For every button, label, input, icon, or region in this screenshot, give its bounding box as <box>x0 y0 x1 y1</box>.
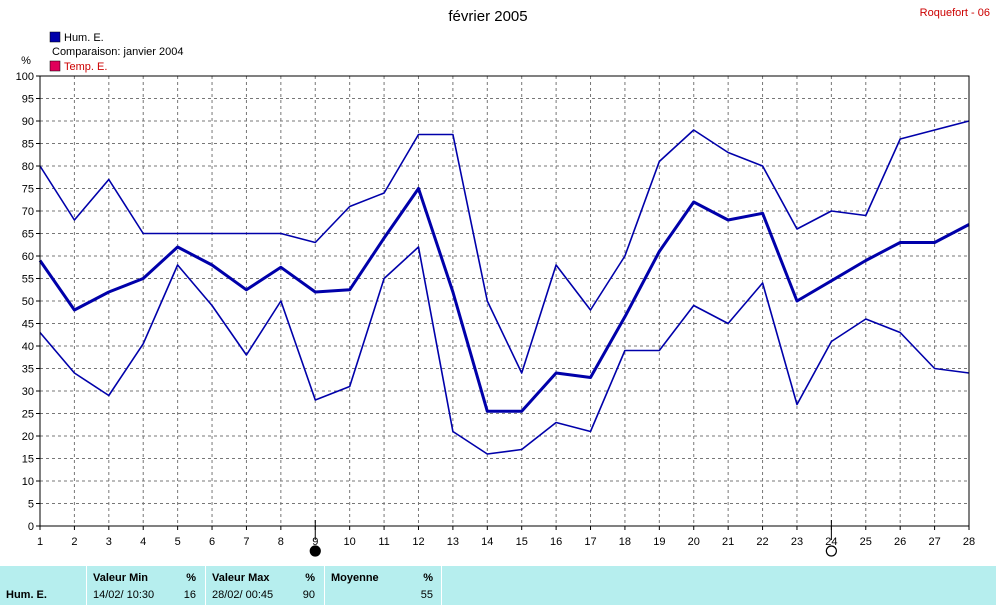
stats-min-cell: Valeur Min % 14/02/ 10:30 16 <box>87 566 204 605</box>
x-tick-label: 24 <box>825 536 837 548</box>
legend-swatch-temp <box>49 60 61 72</box>
legend: Hum. E. Comparaison: janvier 2004 Temp. … <box>49 31 183 73</box>
stats-max-cell: Valeur Max % 28/02/ 00:45 90 <box>206 566 323 605</box>
y-tick-label: 30 <box>22 386 34 398</box>
x-tick-label: 11 <box>378 536 389 548</box>
y-tick-label: 25 <box>22 409 34 421</box>
new-moon-marker <box>309 545 321 557</box>
y-tick-label: 75 <box>22 184 34 196</box>
y-tick-label: 70 <box>22 206 34 218</box>
x-tick-label: 20 <box>688 536 700 548</box>
x-axis-ticks: 1 2 3 4 5 6 7 8 9 10 11 12 13 14 15 16 17 18 19 20 21 22 23 24 2… <box>37 526 975 548</box>
y-tick-label: 50 <box>22 296 34 308</box>
y-tick-label: 45 <box>22 319 34 331</box>
x-tick-label: 15 <box>516 536 528 548</box>
stats-max-unit: % <box>305 572 315 584</box>
x-tick-label: 5 <box>175 536 181 548</box>
y-tick-label: 15 <box>22 454 34 466</box>
x-tick-label: 9 <box>312 536 318 548</box>
x-tick-label: 16 <box>550 536 562 548</box>
stats-max-value: 90 <box>302 589 315 601</box>
x-tick-label: 12 <box>412 536 424 548</box>
y-tick-label: 40 <box>22 341 34 353</box>
y-tick-label: 95 <box>22 94 34 106</box>
y-tick-label: 35 <box>22 364 34 376</box>
x-tick-label: 3 <box>106 536 112 548</box>
series-line-mean <box>38 187 970 413</box>
stats-avg-header: Moyenne <box>331 572 379 584</box>
chart: février 2005 Roquefort - 06 Hum. E. Comp… <box>16 7 990 557</box>
legend-label-temp: Temp. E. <box>64 61 107 73</box>
x-tick-label: 18 <box>619 536 631 548</box>
stats-row-label-cell: Hum. E. <box>0 566 86 605</box>
legend-swatch-hum <box>49 31 61 43</box>
y-tick-label: 10 <box>22 476 34 488</box>
y-tick-label: 80 <box>22 161 34 173</box>
x-tick-label: 28 <box>963 536 975 548</box>
y-tick-label: 55 <box>22 274 34 286</box>
x-tick-label: 23 <box>791 536 803 548</box>
stats-min-value: 16 <box>183 589 196 601</box>
x-tick-label: 7 <box>243 536 249 548</box>
stats-min-when: 14/02/ 10:30 <box>93 589 155 601</box>
legend-label-hum: Hum. E. <box>64 32 104 44</box>
day-markers <box>309 520 837 557</box>
stats-min-header: Valeur Min <box>93 572 149 584</box>
stats-avg-value: 55 <box>420 589 433 601</box>
x-tick-label: 6 <box>209 536 215 548</box>
y-tick-label: 5 <box>28 499 34 511</box>
series-line-min <box>39 246 970 455</box>
x-tick-label: 4 <box>140 536 146 548</box>
series <box>38 120 970 455</box>
plot-frame <box>39 75 970 527</box>
x-tick-label: 21 <box>722 536 734 548</box>
separator <box>324 566 325 605</box>
stats-max-header: Valeur Max <box>212 572 270 584</box>
series-line-max <box>39 120 970 374</box>
stats-avg-cell: Moyenne % 55 <box>325 566 441 605</box>
legend-comparison: Comparaison: janvier 2004 <box>52 46 183 58</box>
y-tick-label: 65 <box>22 229 34 241</box>
x-tick-label: 19 <box>653 536 665 548</box>
full-moon-marker <box>825 545 837 557</box>
chart-title: février 2005 <box>448 8 527 25</box>
y-tick-label: 85 <box>22 139 34 151</box>
x-tick-label: 25 <box>860 536 872 548</box>
x-tick-label: 17 <box>584 536 596 548</box>
stats-max-when: 28/02/ 00:45 <box>212 589 274 601</box>
x-tick-label: 10 <box>344 536 356 548</box>
stats-bar: Hum. E. Valeur Min % 14/02/ 10:30 16 Val… <box>0 566 996 605</box>
x-tick-label: 8 <box>278 536 284 548</box>
stats-avg-unit: % <box>423 572 433 584</box>
x-tick-label: 13 <box>447 536 459 548</box>
station-name: Roquefort - 06 <box>920 7 990 19</box>
x-tick-label: 2 <box>71 536 77 548</box>
y-tick-label: 20 <box>22 431 34 443</box>
x-tick-label: 22 <box>756 536 768 548</box>
x-tick-label: 14 <box>481 536 493 548</box>
y-tick-label: 100 <box>16 71 34 83</box>
x-tick-label: 1 <box>37 536 43 548</box>
y-axis-label: % <box>21 55 31 67</box>
stats-min-unit: % <box>186 572 196 584</box>
separator <box>441 566 442 605</box>
y-axis-ticks: 0 5 10 15 20 25 30 35 40 45 50 55 60 65 70 75 80 85 90 95 10… <box>16 71 40 533</box>
grid <box>40 76 969 526</box>
x-tick-label: 27 <box>928 536 940 548</box>
y-tick-label: 0 <box>28 521 34 533</box>
x-tick-label: 26 <box>894 536 906 548</box>
y-tick-label: 90 <box>22 116 34 128</box>
separator <box>205 566 206 605</box>
separator <box>86 566 87 605</box>
stats-row-label: Hum. E. <box>6 589 47 601</box>
y-tick-label: 60 <box>22 251 34 263</box>
